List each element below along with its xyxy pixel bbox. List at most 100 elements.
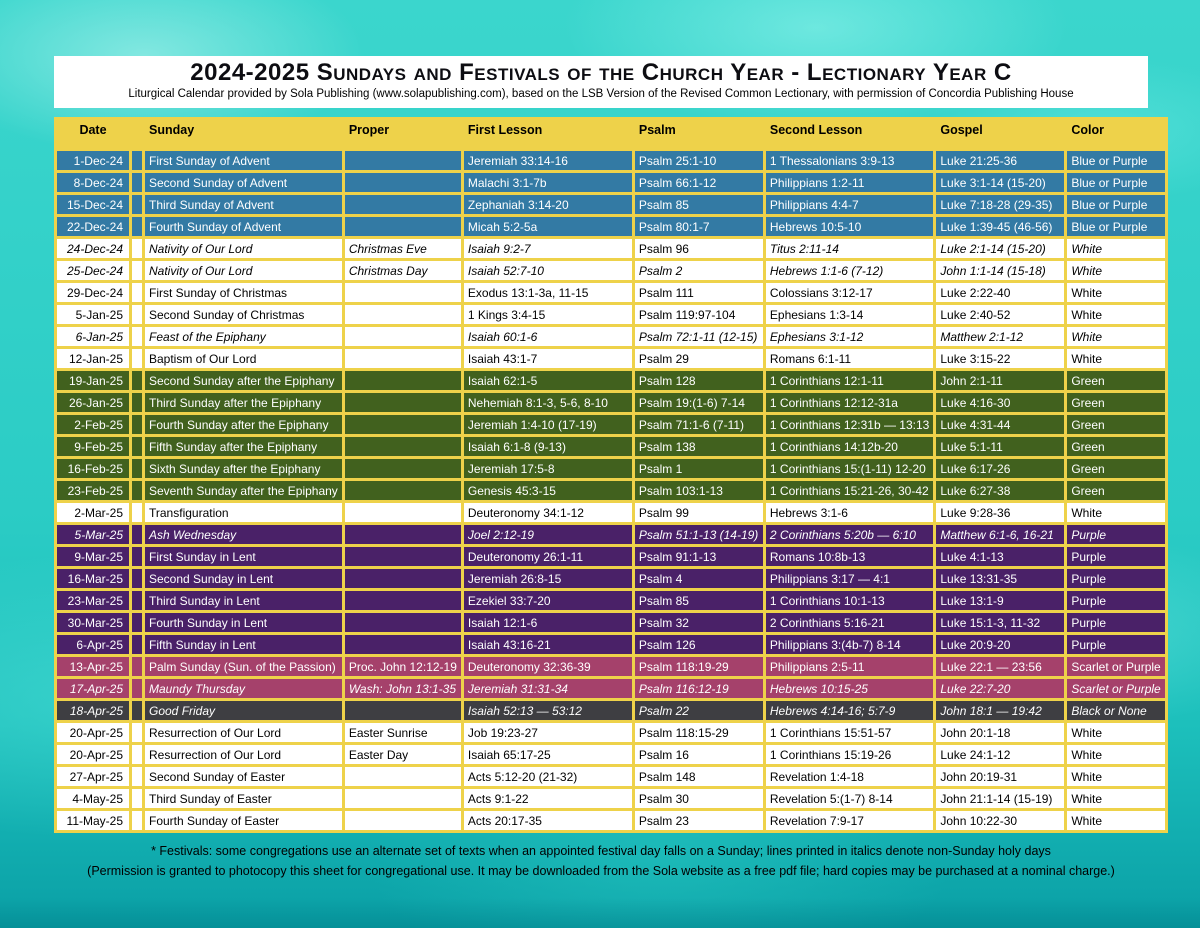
cell-proper	[344, 613, 461, 632]
cell-psalm: Psalm 16	[634, 745, 763, 764]
cell-second-lesson: Titus 2:11-14	[765, 239, 934, 258]
cell-proper	[344, 767, 461, 786]
cell-psalm: Psalm 118:15-29	[634, 723, 763, 742]
cell-gap	[132, 305, 142, 324]
cell-gap	[132, 173, 142, 192]
cell-date: 5-Mar-25	[57, 525, 129, 544]
cell-date: 2-Feb-25	[57, 415, 129, 434]
cell-date: 27-Apr-25	[57, 767, 129, 786]
cell-proper	[344, 437, 461, 456]
cell-gospel: Luke 22:1 — 23:56	[936, 657, 1065, 676]
cell-first-lesson: Malachi 3:1-7b	[463, 173, 632, 192]
table-row: 9-Mar-25 First Sunday in Lent Deuteronomy …	[57, 547, 1165, 566]
separator-cell	[936, 143, 1065, 148]
cell-gap	[132, 393, 142, 412]
cell-gospel: Luke 5:1-11	[936, 437, 1065, 456]
cell-sunday: Fourth Sunday of Easter	[145, 811, 342, 830]
cell-second-lesson: Philippians 3:17 — 4:1	[765, 569, 934, 588]
table-row: 16-Mar-25 Second Sunday in Lent Jeremiah 2…	[57, 569, 1165, 588]
cell-second-lesson: 2 Corinthians 5:20b — 6:10	[765, 525, 934, 544]
cell-color: Blue or Purple	[1067, 151, 1165, 170]
cell-gap	[132, 635, 142, 654]
cell-proper	[344, 305, 461, 324]
separator-cell	[765, 143, 934, 148]
cell-gap	[132, 569, 142, 588]
cell-color: White	[1067, 349, 1165, 368]
cell-date: 20-Apr-25	[57, 723, 129, 742]
table-row: 17-Apr-25 Maundy Thursday Wash: John 13:1-…	[57, 679, 1165, 698]
cell-proper	[344, 371, 461, 390]
cell-first-lesson: Jeremiah 1:4-10 (17-19)	[463, 415, 632, 434]
cell-psalm: Psalm 119:97-104	[634, 305, 763, 324]
cell-color: Green	[1067, 437, 1165, 456]
cell-gospel: John 10:22-30	[936, 811, 1065, 830]
cell-sunday: Second Sunday of Advent	[145, 173, 342, 192]
cell-second-lesson: 1 Corinthians 10:1-13	[765, 591, 934, 610]
cell-first-lesson: Micah 5:2-5a	[463, 217, 632, 236]
cell-color: Purple	[1067, 525, 1165, 544]
table-row: 2-Feb-25 Fourth Sunday after the Epiphany…	[57, 415, 1165, 434]
cell-color: Green	[1067, 481, 1165, 500]
cell-date: 8-Dec-24	[57, 173, 129, 192]
separator-cell	[634, 143, 763, 148]
column-header-second-lesson: Second Lesson	[765, 120, 934, 140]
cell-first-lesson: Zephaniah 3:14-20	[463, 195, 632, 214]
cell-second-lesson: Revelation 7:9-17	[765, 811, 934, 830]
table-row: 5-Jan-25 Second Sunday of Christmas 1 King…	[57, 305, 1165, 324]
cell-date: 9-Mar-25	[57, 547, 129, 566]
cell-second-lesson: Hebrews 10:5-10	[765, 217, 934, 236]
cell-sunday: Second Sunday of Easter	[145, 767, 342, 786]
cell-psalm: Psalm 29	[634, 349, 763, 368]
cell-gap	[132, 437, 142, 456]
table-row: 29-Dec-24 First Sunday of Christmas Exodus…	[57, 283, 1165, 302]
table-row: 15-Dec-24 Third Sunday of Advent Zephaniah…	[57, 195, 1165, 214]
cell-second-lesson: 1 Corinthians 15:51-57	[765, 723, 934, 742]
cell-first-lesson: Genesis 45:3-15	[463, 481, 632, 500]
cell-sunday: Second Sunday of Christmas	[145, 305, 342, 324]
cell-first-lesson: Deuteronomy 26:1-11	[463, 547, 632, 566]
cell-second-lesson: 1 Thessalonians 3:9-13	[765, 151, 934, 170]
cell-second-lesson: 1 Corinthians 14:12b-20	[765, 437, 934, 456]
cell-first-lesson: Isaiah 43:1-7	[463, 349, 632, 368]
cell-sunday: Ash Wednesday	[145, 525, 342, 544]
cell-date: 29-Dec-24	[57, 283, 129, 302]
cell-sunday: First Sunday of Advent	[145, 151, 342, 170]
cell-sunday: Fourth Sunday in Lent	[145, 613, 342, 632]
cell-gap	[132, 657, 142, 676]
cell-gospel: Matthew 6:1-6, 16-21	[936, 525, 1065, 544]
cell-date: 12-Jan-25	[57, 349, 129, 368]
cell-color: White	[1067, 723, 1165, 742]
cell-first-lesson: Nehemiah 8:1-3, 5-6, 8-10	[463, 393, 632, 412]
cell-color: Blue or Purple	[1067, 217, 1165, 236]
cell-gospel: Luke 20:9-20	[936, 635, 1065, 654]
cell-gospel: Luke 4:1-13	[936, 547, 1065, 566]
cell-color: White	[1067, 283, 1165, 302]
cell-second-lesson: Romans 6:1-11	[765, 349, 934, 368]
table-row: 1-Dec-24 First Sunday of Advent Jeremiah 3…	[57, 151, 1165, 170]
cell-color: White	[1067, 239, 1165, 258]
cell-gap	[132, 789, 142, 808]
cell-gap	[132, 239, 142, 258]
cell-gospel: John 20:19-31	[936, 767, 1065, 786]
cell-psalm: Psalm 148	[634, 767, 763, 786]
cell-gap	[132, 349, 142, 368]
cell-color: Green	[1067, 393, 1165, 412]
cell-proper: Easter Sunrise	[344, 723, 461, 742]
lectionary-table: Date Sunday Proper First Lesson Psalm Second …	[54, 117, 1168, 833]
table-row: 23-Feb-25 Seventh Sunday after the Epipha…	[57, 481, 1165, 500]
column-header-psalm: Psalm	[634, 120, 763, 140]
cell-second-lesson: 2 Corinthians 5:16-21	[765, 613, 934, 632]
cell-psalm: Psalm 66:1-12	[634, 173, 763, 192]
column-header-first-lesson: First Lesson	[463, 120, 632, 140]
cell-first-lesson: Isaiah 65:17-25	[463, 745, 632, 764]
cell-first-lesson: Isaiah 60:1-6	[463, 327, 632, 346]
cell-psalm: Psalm 23	[634, 811, 763, 830]
cell-psalm: Psalm 85	[634, 591, 763, 610]
cell-second-lesson: Revelation 5:(1-7) 8-14	[765, 789, 934, 808]
cell-gospel: Luke 13:31-35	[936, 569, 1065, 588]
cell-color: White	[1067, 789, 1165, 808]
cell-proper: Proc. John 12:12-19	[344, 657, 461, 676]
cell-first-lesson: Jeremiah 33:14-16	[463, 151, 632, 170]
cell-psalm: Psalm 32	[634, 613, 763, 632]
page-title: 2024-2025 Sundays and Festivals of the C…	[190, 59, 1012, 86]
